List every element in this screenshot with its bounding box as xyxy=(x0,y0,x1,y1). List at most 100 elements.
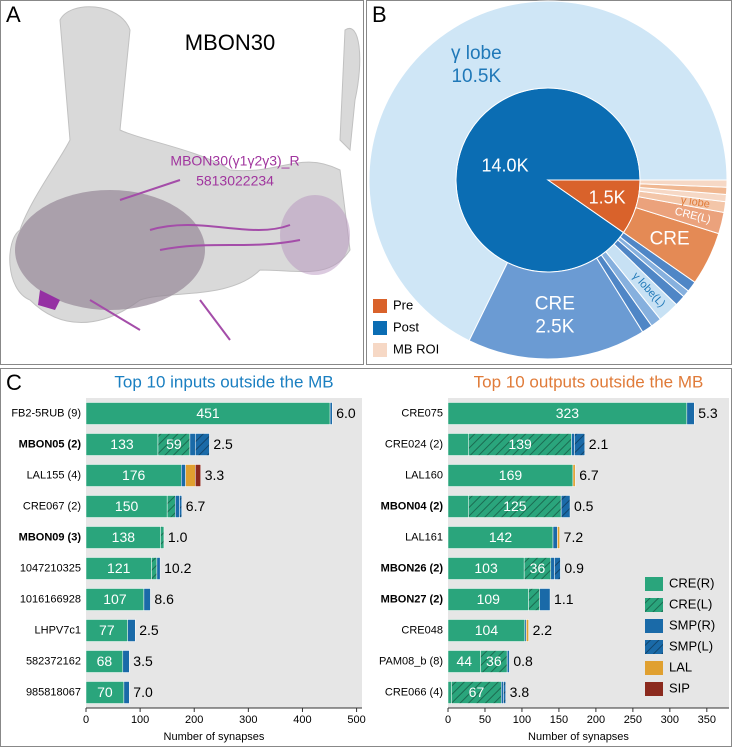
y-tick-label: PAM08_b (8) xyxy=(379,655,443,667)
y-tick-label: 582372162 xyxy=(26,655,81,667)
end-label: 3.3 xyxy=(205,467,225,483)
bar-value-label: 139 xyxy=(508,436,532,452)
x-tick-label: 200 xyxy=(185,714,203,726)
bar-segment xyxy=(506,650,510,673)
x-tick-label: 350 xyxy=(698,714,716,726)
end-label: 1.1 xyxy=(554,591,574,607)
y-tick-label: 1016166928 xyxy=(20,593,81,605)
x-tick-label: 50 xyxy=(479,714,491,726)
y-tick-label: 1047210325 xyxy=(20,562,81,574)
legend-label: SMP(R) xyxy=(669,617,715,632)
bar-segment xyxy=(552,526,558,549)
bar-segment xyxy=(143,588,151,611)
panel-label: B xyxy=(372,2,387,27)
y-tick-label: CRE066 (4) xyxy=(385,686,443,698)
chart-title: Top 10 outputs outside the MB xyxy=(474,372,704,391)
bar-value-label: 121 xyxy=(107,560,131,576)
end-label: 8.6 xyxy=(154,591,174,607)
neuron-name: MBON30(γ1γ2γ3)_R xyxy=(170,153,299,169)
bar-value-label: 36 xyxy=(530,560,546,576)
y-tick-label: MBON09 (3) xyxy=(19,531,82,543)
x-tick-label: 200 xyxy=(587,714,605,726)
bar-segment xyxy=(195,433,210,456)
end-label: 10.2 xyxy=(164,560,191,576)
arbor xyxy=(15,190,205,310)
end-label: 2.2 xyxy=(533,622,553,638)
y-tick-label: FB2-5RUB (9) xyxy=(11,407,81,419)
y-tick-label: 985818067 xyxy=(26,686,81,698)
end-label: 0.5 xyxy=(574,498,594,514)
end-label: 1.0 xyxy=(168,529,188,545)
y-tick-label: CRE024 (2) xyxy=(385,438,443,450)
y-tick-label: LAL160 xyxy=(405,469,443,481)
bar-value-label: 103 xyxy=(474,560,498,576)
y-tick-label: MBON05 (2) xyxy=(19,438,82,450)
end-label: 3.5 xyxy=(133,653,153,669)
x-axis-label: Number of synapses xyxy=(528,731,629,743)
x-tick-label: 250 xyxy=(624,714,642,726)
bar-value-label: 169 xyxy=(499,467,523,483)
bar-segment xyxy=(185,464,196,487)
bar-segment xyxy=(686,402,695,425)
legend-label: CRE(R) xyxy=(669,575,715,590)
y-tick-label: MBON26 (2) xyxy=(381,562,444,574)
neuron-render xyxy=(9,6,361,341)
legend-swatch xyxy=(645,640,663,654)
slice-label: γ lobe xyxy=(451,43,502,64)
bar-value-label: 77 xyxy=(99,622,115,638)
end-label: 2.5 xyxy=(139,622,159,638)
bar-segment xyxy=(329,402,333,425)
bar-value-label: 59 xyxy=(166,436,182,452)
bar-segment xyxy=(574,433,586,456)
bar-segment xyxy=(571,433,575,456)
bar-segment xyxy=(539,588,551,611)
bar-segment xyxy=(122,650,130,673)
bar-segment xyxy=(166,495,176,518)
slice-value-label: 2.5K xyxy=(535,316,574,337)
arbor xyxy=(280,195,350,275)
bar-segment xyxy=(180,464,186,487)
neurite xyxy=(89,179,301,341)
bar-value-label: 107 xyxy=(103,591,127,607)
legend-label: CRE(L) xyxy=(669,596,712,611)
bar-segment xyxy=(156,557,161,580)
legend-label: MB ROI xyxy=(393,341,439,356)
x-tick-label: 100 xyxy=(131,714,149,726)
legend-swatch xyxy=(373,299,387,313)
legend-swatch xyxy=(645,661,663,675)
bar-segment xyxy=(175,495,180,518)
slice-label: CRE xyxy=(650,229,690,250)
bar-segment xyxy=(526,619,529,642)
end-label: 2.1 xyxy=(589,436,609,452)
legend-swatch xyxy=(645,619,663,633)
bar-value-label: 323 xyxy=(556,405,580,421)
legend-label: Post xyxy=(393,319,419,334)
slice-value-label: 1.5K xyxy=(589,187,626,207)
bar-value-label: 176 xyxy=(122,467,146,483)
y-tick-label: CRE075 xyxy=(401,407,443,419)
x-tick-label: 300 xyxy=(661,714,679,726)
end-label: 7.2 xyxy=(564,529,584,545)
bar-segment xyxy=(572,464,576,487)
y-tick-label: LHPV7c1 xyxy=(35,624,81,636)
legend-swatch xyxy=(645,577,663,591)
legend-swatch xyxy=(373,343,387,357)
bar-segment xyxy=(528,588,540,611)
bar-segment xyxy=(189,433,196,456)
y-tick-label: MBON27 (2) xyxy=(381,593,444,605)
end-label: 0.8 xyxy=(513,653,533,669)
legend-swatch xyxy=(645,598,663,612)
bar-value-label: 138 xyxy=(112,529,136,545)
bar-segment xyxy=(554,557,561,580)
bar-segment xyxy=(151,557,158,580)
x-tick-label: 0 xyxy=(83,714,89,726)
x-tick-label: 100 xyxy=(513,714,531,726)
bar-value-label: 36 xyxy=(486,653,502,669)
bar-segment xyxy=(447,681,452,704)
slice-value-label: 14.0K xyxy=(482,155,529,175)
bar-value-label: 104 xyxy=(475,622,499,638)
end-label: 3.8 xyxy=(510,684,530,700)
bar-value-label: 451 xyxy=(196,405,220,421)
x-tick-label: 500 xyxy=(347,714,365,726)
bar-segment xyxy=(160,526,165,549)
